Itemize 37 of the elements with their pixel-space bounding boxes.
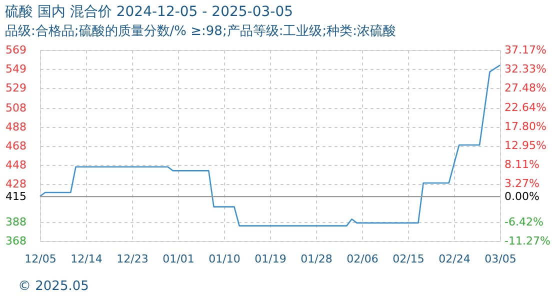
y2-tick-label: 8.11% (504, 158, 540, 172)
y-tick-label: 569 (6, 44, 26, 56)
x-tick-label: 03/05 (484, 252, 516, 266)
y2-tick-label: -6.42% (504, 215, 544, 228)
y-tick-label: 549 (6, 62, 26, 76)
text: © 2025.05 (18, 279, 89, 294)
x-tick-label: 01/19 (254, 252, 286, 266)
y2-tick-label: 22.64% (504, 100, 546, 114)
y2-tick-label: -11.27% (504, 234, 550, 248)
y-tick-label: 388 (6, 215, 26, 228)
y-tick-label: 368 (6, 234, 26, 248)
y-tick-label: 415 (6, 190, 26, 203)
x-tick-label: 01/01 (162, 252, 194, 266)
chart-subtitle: 品级:合格品;硫酸的质量分数/% ≥:98;产品等级:工业级;种类:浓硫酸 (5, 24, 396, 39)
y2-tick-label: 12.95% (504, 139, 546, 152)
x-tick-label: 01/28 (300, 252, 332, 266)
y2-tick-label: 32.33% (504, 62, 546, 76)
y2-tick-label: 3.27% (504, 177, 540, 190)
x-tick-label: 12/05 (24, 252, 56, 266)
y-tick-label: 468 (6, 139, 26, 152)
y2-tick-label: 17.80% (504, 120, 546, 133)
y-tick-label: 529 (6, 82, 26, 95)
x-tick-label: 02/06 (346, 252, 378, 266)
x-tick-label: 01/10 (208, 252, 240, 266)
x-tick-label: 02/24 (438, 252, 470, 266)
y2-tick-label: 27.48% (504, 82, 546, 95)
x-tick-label: 02/15 (392, 252, 424, 266)
y2-tick-label: 0.00% (504, 190, 540, 204)
line-series (39, 64, 501, 226)
y-tick-label: 428 (6, 177, 26, 190)
chart-title: 硫酸 国内 混合价 2024-12-05 - 2025-03-05 (5, 4, 294, 20)
y-tick-label: 508 (6, 101, 26, 114)
x-tick-label: 12/23 (116, 252, 148, 266)
y-tick-label: 448 (6, 158, 26, 172)
x-tick-label: 12/14 (70, 252, 102, 266)
y-tick-label: 488 (6, 120, 26, 134)
y2-tick-label: 37.17% (504, 44, 546, 56)
